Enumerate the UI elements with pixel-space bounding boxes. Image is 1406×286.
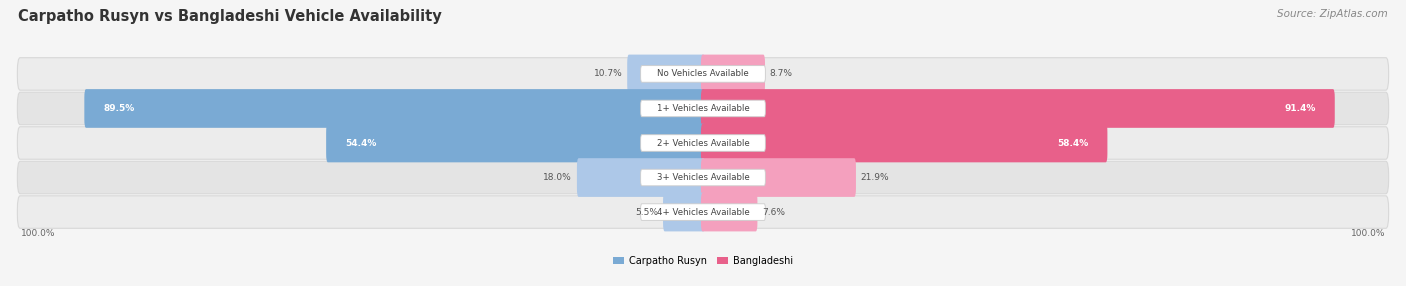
Text: 100.0%: 100.0% [1351,229,1385,238]
FancyBboxPatch shape [326,124,704,162]
Text: 89.5%: 89.5% [104,104,135,113]
FancyBboxPatch shape [641,169,765,186]
Text: 3+ Vehicles Available: 3+ Vehicles Available [657,173,749,182]
FancyBboxPatch shape [84,89,704,128]
FancyBboxPatch shape [641,135,765,151]
FancyBboxPatch shape [17,127,1389,159]
Text: 58.4%: 58.4% [1057,138,1088,148]
FancyBboxPatch shape [17,92,1389,125]
FancyBboxPatch shape [641,66,765,82]
FancyBboxPatch shape [627,55,704,93]
FancyBboxPatch shape [702,55,765,93]
FancyBboxPatch shape [664,193,704,231]
FancyBboxPatch shape [641,100,765,117]
FancyBboxPatch shape [641,204,765,220]
FancyBboxPatch shape [576,158,704,197]
Text: 21.9%: 21.9% [860,173,890,182]
Text: 8.7%: 8.7% [770,69,793,78]
FancyBboxPatch shape [17,196,1389,228]
FancyBboxPatch shape [17,161,1389,194]
Text: Carpatho Rusyn vs Bangladeshi Vehicle Availability: Carpatho Rusyn vs Bangladeshi Vehicle Av… [18,9,441,23]
FancyBboxPatch shape [17,58,1389,90]
Text: 10.7%: 10.7% [593,69,623,78]
FancyBboxPatch shape [702,193,758,231]
Text: 7.6%: 7.6% [762,208,785,217]
FancyBboxPatch shape [702,124,1108,162]
FancyBboxPatch shape [702,158,856,197]
Text: Source: ZipAtlas.com: Source: ZipAtlas.com [1277,9,1388,19]
Legend: Carpatho Rusyn, Bangladeshi: Carpatho Rusyn, Bangladeshi [609,252,797,270]
Text: No Vehicles Available: No Vehicles Available [657,69,749,78]
Text: 2+ Vehicles Available: 2+ Vehicles Available [657,138,749,148]
Text: 5.5%: 5.5% [636,208,658,217]
FancyBboxPatch shape [702,89,1334,128]
Text: 91.4%: 91.4% [1284,104,1316,113]
Text: 18.0%: 18.0% [543,173,572,182]
Text: 1+ Vehicles Available: 1+ Vehicles Available [657,104,749,113]
Text: 4+ Vehicles Available: 4+ Vehicles Available [657,208,749,217]
Text: 54.4%: 54.4% [346,138,377,148]
Text: 100.0%: 100.0% [21,229,55,238]
